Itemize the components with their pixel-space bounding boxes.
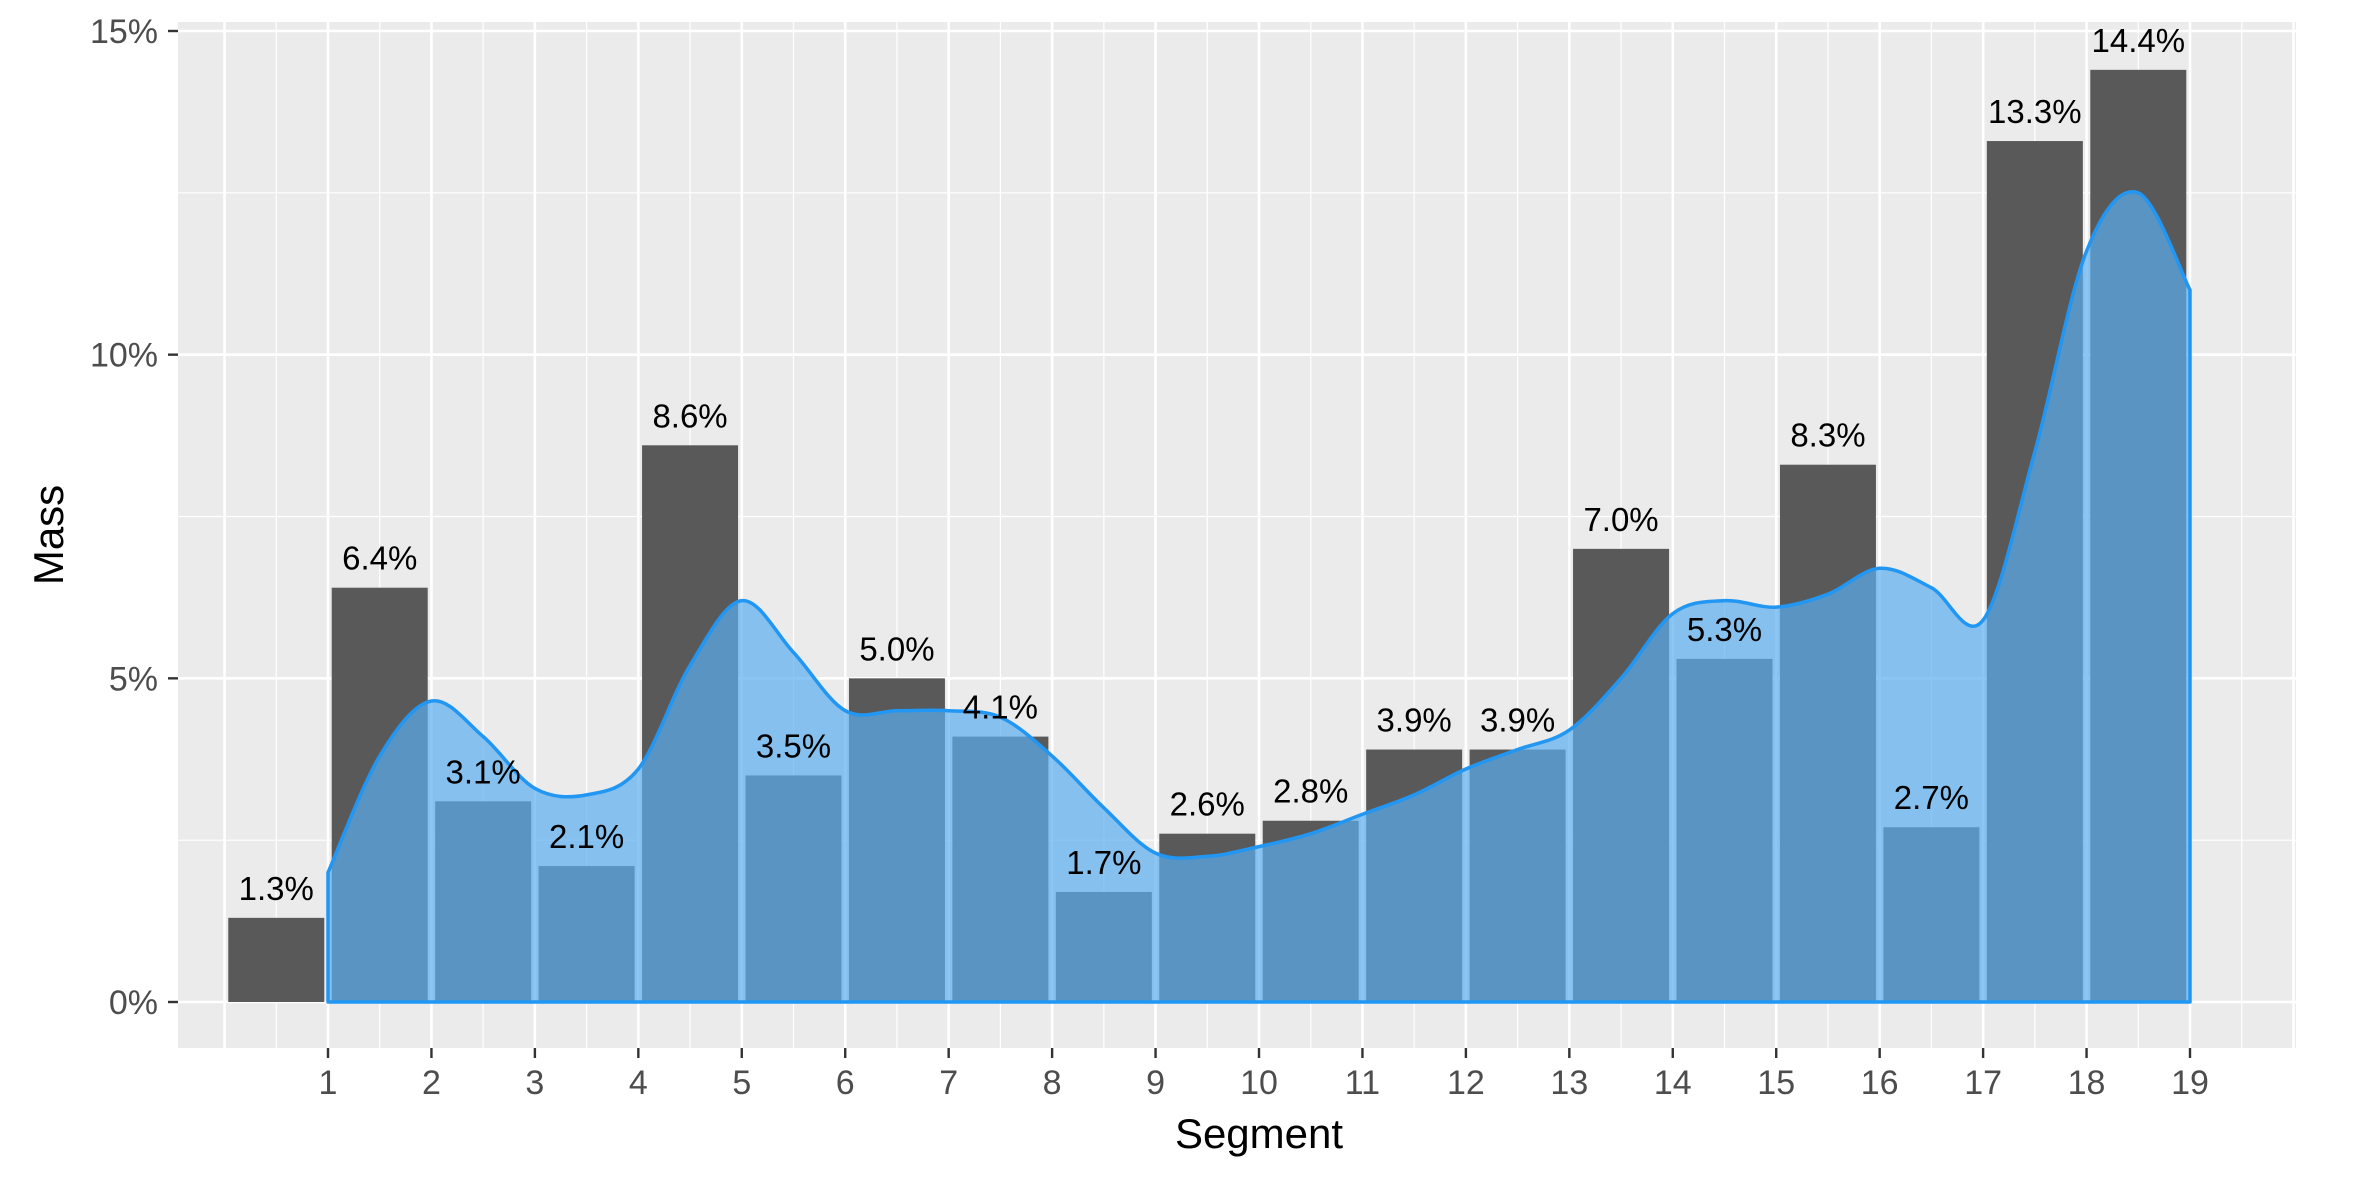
y-tick-label: 0% [109, 984, 158, 1022]
x-tick-label-8: 8 [1043, 1064, 1062, 1102]
y-axis-title: Mass [25, 485, 72, 585]
bar-label-9: 1.7% [1066, 844, 1141, 881]
y-tick-label: 10% [90, 337, 158, 375]
x-tick-label-16: 16 [1861, 1064, 1899, 1102]
bar-label-15: 5.3% [1687, 611, 1762, 648]
x-tick-label-3: 3 [525, 1064, 544, 1102]
x-tick-label-13: 13 [1550, 1064, 1588, 1102]
bar-label-4: 2.1% [549, 818, 624, 855]
bar-label-16: 8.3% [1790, 417, 1865, 454]
bar-label-7: 5.0% [859, 630, 934, 667]
bar-label-13: 3.9% [1480, 702, 1555, 739]
bar-label-11: 2.8% [1273, 773, 1348, 810]
bar-label-14: 7.0% [1583, 501, 1658, 538]
x-tick-label-9: 9 [1146, 1064, 1165, 1102]
bar-label-19: 14.4% [2091, 22, 2185, 59]
x-tick-label-1: 1 [319, 1064, 338, 1102]
bar-label-8: 4.1% [963, 689, 1038, 726]
bar-label-12: 3.9% [1377, 702, 1452, 739]
x-tick-label-5: 5 [732, 1064, 751, 1102]
x-tick-label-4: 4 [629, 1064, 648, 1102]
density-fill [328, 191, 2190, 1003]
x-tick-label-10: 10 [1240, 1064, 1278, 1102]
bar-label-5: 8.6% [652, 397, 727, 434]
x-tick-label-19: 19 [2171, 1064, 2209, 1102]
bar-label-17: 2.7% [1894, 779, 1969, 816]
y-axis: 0% 5% 10% 15% [90, 13, 178, 1022]
x-tick-label-14: 14 [1654, 1064, 1692, 1102]
x-tick-label-2: 2 [422, 1064, 441, 1102]
x-axis: 1 2 3 4 5 6 7 8 9 10 11 12 13 14 15 16 17 18 19 [319, 1048, 2209, 1102]
x-tick-label-7: 7 [939, 1064, 958, 1102]
density-curve [326, 189, 2192, 1004]
bar-value-labels: 1.3% 6.4% 3.1% 2.1% 8.6% 3.5% 5.0% 4.1% 1.7% 2.6%… [239, 22, 2185, 907]
density-area [326, 189, 2192, 1004]
y-tick-label: 15% [90, 13, 158, 51]
bar-label-6: 3.5% [756, 727, 831, 764]
bar-1 [228, 917, 325, 1002]
x-axis-title: Segment [1175, 1110, 1343, 1157]
bar-label-10: 2.6% [1170, 786, 1245, 823]
bar-label-18: 13.3% [1988, 93, 2082, 130]
x-tick-label-18: 18 [2068, 1064, 2106, 1102]
x-tick-label-6: 6 [836, 1064, 855, 1102]
x-tick-label-12: 12 [1447, 1064, 1485, 1102]
bar-label-3: 3.1% [446, 753, 521, 790]
x-tick-label-15: 15 [1757, 1064, 1795, 1102]
bar-label-1: 1.3% [239, 870, 314, 907]
x-tick-label-11: 11 [1345, 1064, 1380, 1102]
bar-label-2: 6.4% [342, 540, 417, 577]
x-tick-label-17: 17 [1964, 1064, 2002, 1102]
y-tick-label: 5% [109, 660, 158, 698]
